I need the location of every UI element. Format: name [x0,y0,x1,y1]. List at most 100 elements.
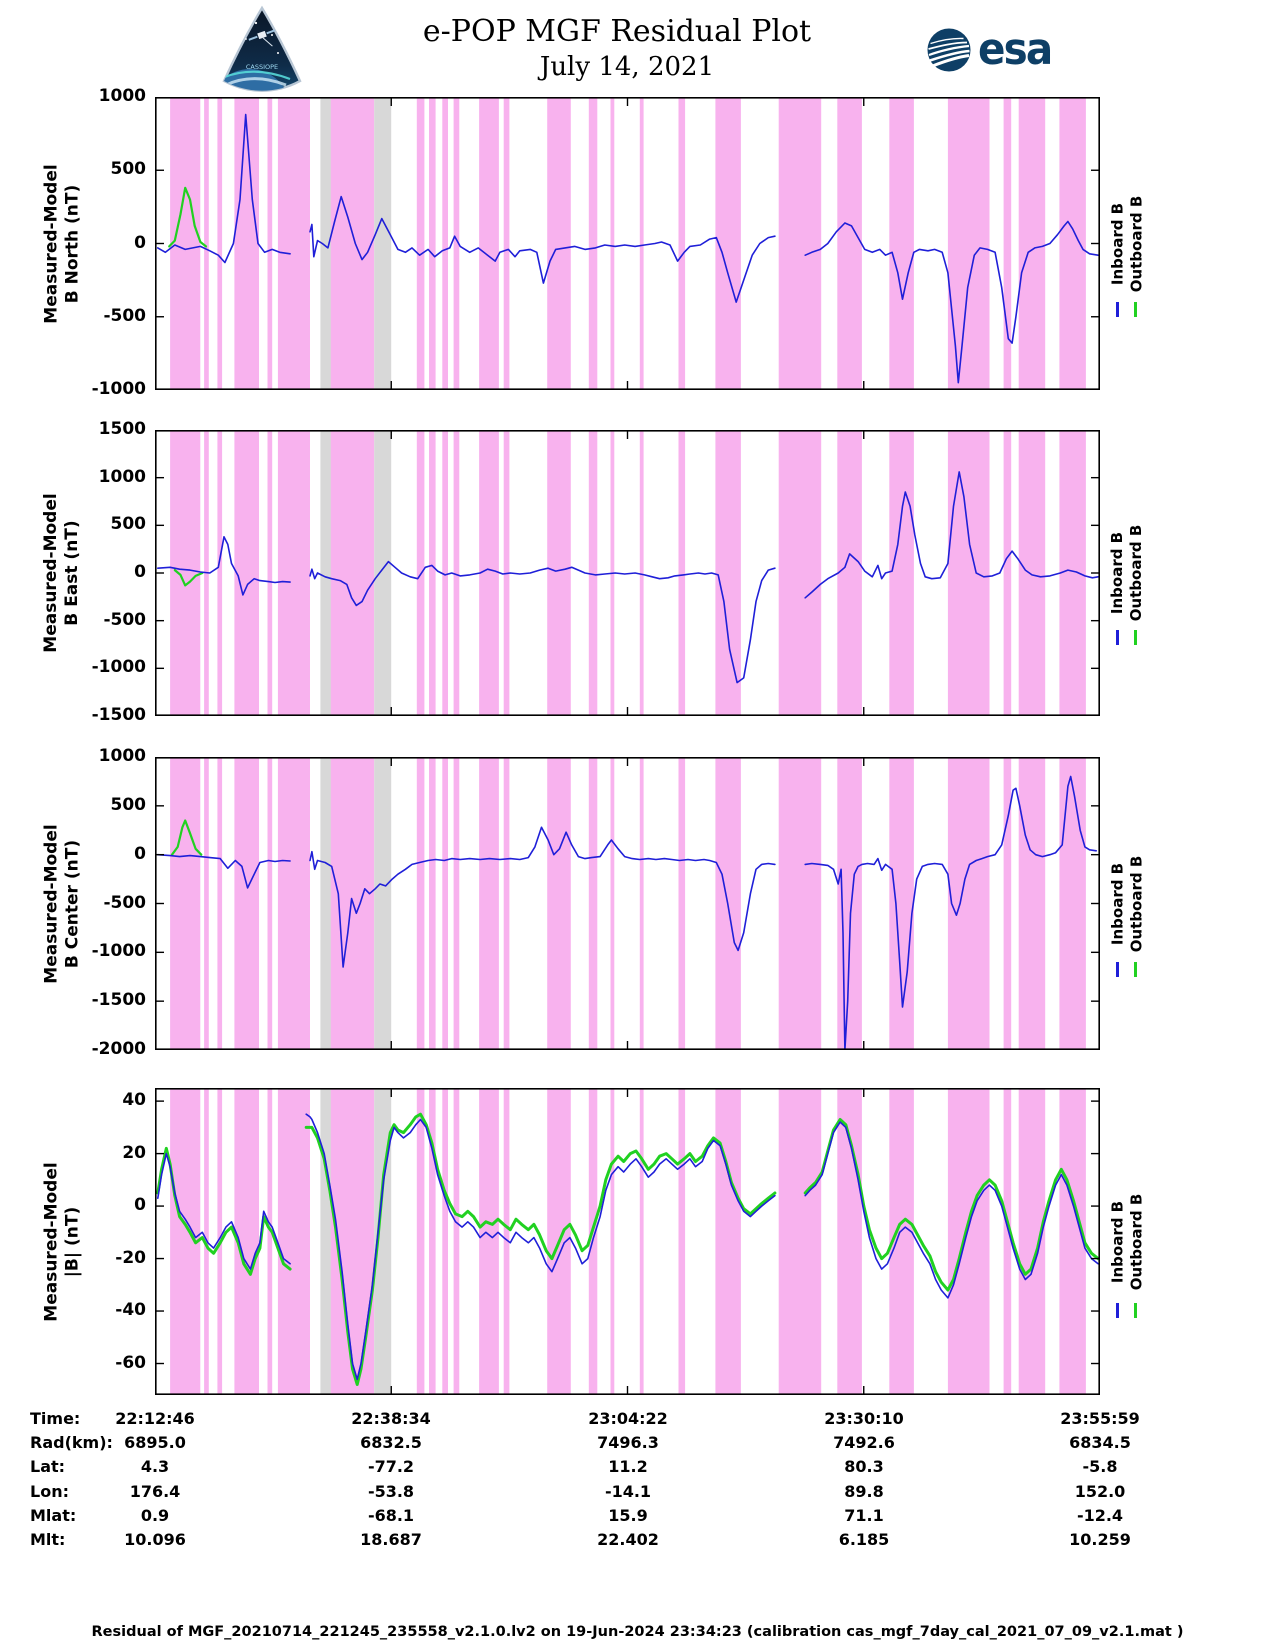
axis-row-label: Mlat: [30,1505,77,1525]
y-axis-label-line2: |B| (nT) [62,1206,82,1277]
legend-inboard-mark [1116,630,1119,646]
axis-value: 22.402 [597,1530,659,1549]
legend-outboard-label: Outboard B [1127,855,1145,952]
y-tick-label: 20 [122,1142,146,1163]
axis-value: 0.9 [140,1505,170,1525]
axis-row-time: Time: 22:12:46 22:38:34 23:04:22 23:30:10 23:… [0,1409,1275,1433]
y-tick-label: 500 [110,514,147,535]
plot-area-b-north [155,97,1100,390]
axis-value: 80.3 [844,1457,884,1477]
y-tick-label: 0 [134,1195,146,1216]
y-tick-label: 0 [134,843,146,864]
y-tick-label: -500 [103,609,146,630]
axis-row-mlt: Mlt: 10.096 18.687 22.402 6.185 10.259 [0,1530,1275,1554]
page-title: e-POP MGF Residual Plot [422,14,812,49]
axis-value: 6832.5 [360,1433,422,1453]
legend-outboard-label: Outboard B [1127,1193,1145,1290]
y-tick-label: -1500 [91,705,146,725]
legend-inboard-label: Inboard B [1108,202,1126,285]
y-axis-label-b-mag: Measured-Model |B| (nT) [41,1088,83,1395]
axis-value: 176.4 [129,1481,181,1501]
axis-value: 10.096 [124,1530,186,1549]
axis-value: 10.259 [1069,1530,1131,1549]
axis-row-radkm: Rad(km): 6895.0 6832.5 7496.3 7492.6 6834.5 [0,1433,1275,1457]
legend-inboard-mark [1116,962,1119,978]
axis-value: -14.1 [604,1481,652,1501]
axis-value: -68.1 [367,1505,415,1525]
y-tick-label: 0 [134,562,146,582]
y-tick-label: -1000 [91,379,146,399]
axis-value: 4.3 [140,1457,170,1477]
legend-outboard-mark [1134,1302,1137,1318]
axis-value: 23:04:22 [588,1409,668,1428]
y-tick-label: 1000 [98,86,146,106]
axis-value: 6.185 [838,1530,890,1549]
y-tick-label: -40 [115,1300,146,1321]
plot-area-b-center [155,757,1100,1050]
plot-area-b-mag [155,1088,1100,1395]
legend-label-b-mag: Inboard B Outboard B [1108,1088,1146,1395]
cassiope-mission-logo: CASSIOPE [220,5,304,93]
y-tick-label: 1000 [98,746,146,766]
y-tick-label: -1000 [91,657,146,678]
esa-wordmark: esa [978,24,1053,75]
axis-value: 15.9 [608,1505,648,1525]
y-tick-label: -500 [103,892,146,913]
axis-value: -12.4 [1076,1505,1124,1525]
axis-value: 23:55:59 [1060,1409,1140,1428]
y-tick-label: 40 [122,1090,146,1111]
y-tick-label: 500 [110,159,147,180]
legend-label-b-east: Inboard B Outboard B [1108,430,1146,716]
axis-value: 152.0 [1074,1481,1126,1501]
y-tick-label: -2000 [91,1039,146,1059]
esa-globe-icon [927,28,971,71]
y-tick-label: -20 [115,1247,146,1268]
y-axis-label-line1: Measured-Model [41,1161,61,1322]
legend-outboard-mark [1134,962,1137,978]
axis-value: 22:38:34 [351,1409,431,1428]
y-tick-label: -500 [103,305,146,326]
axis-value: 71.1 [844,1505,884,1525]
y-tick-label: 0 [134,232,146,253]
legend-label-b-north: Inboard B Outboard B [1108,97,1146,390]
panel-b-north: Measured-Model B North (nT) 1000 500 0 -500 -1… [0,86,1275,399]
axis-row-label: Lon: [30,1481,69,1501]
y-tick-label: -1000 [91,941,146,962]
legend-inboard-label: Inboard B [1108,1200,1126,1283]
axis-value: 18.687 [360,1530,422,1549]
axis-row-label: Time: [30,1409,81,1428]
y-tick-label: -1500 [91,990,146,1011]
legend-inboard-mark [1116,302,1119,318]
y-tick-label: 1000 [98,466,146,487]
axis-value: 89.8 [844,1481,884,1501]
legend-outboard-mark [1134,302,1137,318]
legend-outboard-label: Outboard B [1127,524,1145,622]
axis-value: 22:12:46 [115,1409,195,1428]
panel-b-center: Measured-Model B Center (nT) 1000 500 0 -500-… [0,746,1275,1059]
axis-row-lat: Lat: 4.3 -77.2 11.2 80.3 -5.8 [0,1457,1275,1481]
page-date: July 14, 2021 [539,52,715,82]
axis-value: 23:30:10 [824,1409,904,1428]
axis-value: 11.2 [608,1457,648,1477]
panel-b-east: Measured-Model B East (nT) 1500 1000 500 0 -50… [0,419,1275,725]
axis-value: 7492.6 [833,1433,895,1453]
axis-value: 6895.0 [124,1433,186,1453]
footer-text: Residual of MGF_20210714_221245_235558_v… [91,1624,1184,1640]
cassiope-logo-text: CASSIOPE [246,63,278,71]
axis-value: -5.8 [1082,1457,1118,1477]
esa-logo: esa [926,24,1058,75]
axis-row-lon: Lon: 176.4 -53.8 -14.1 89.8 152.0 [0,1482,1275,1506]
plot-area-b-east [155,430,1100,716]
axis-value: 6834.5 [1069,1433,1131,1453]
axis-row-label: Mlt: [30,1530,66,1549]
legend-outboard-label: Outboard B [1127,195,1145,292]
axis-row-label: Rad(km): [30,1433,113,1453]
legend-outboard-mark [1134,630,1137,646]
y-tick-label: -60 [115,1352,146,1373]
axis-value: 7496.3 [597,1433,659,1453]
axis-row-label: Lat: [30,1457,66,1477]
y-tick-label: 500 [110,794,147,815]
axis-value: -77.2 [367,1457,415,1477]
cassiope-patch-icon: CASSIOPE [222,5,302,92]
